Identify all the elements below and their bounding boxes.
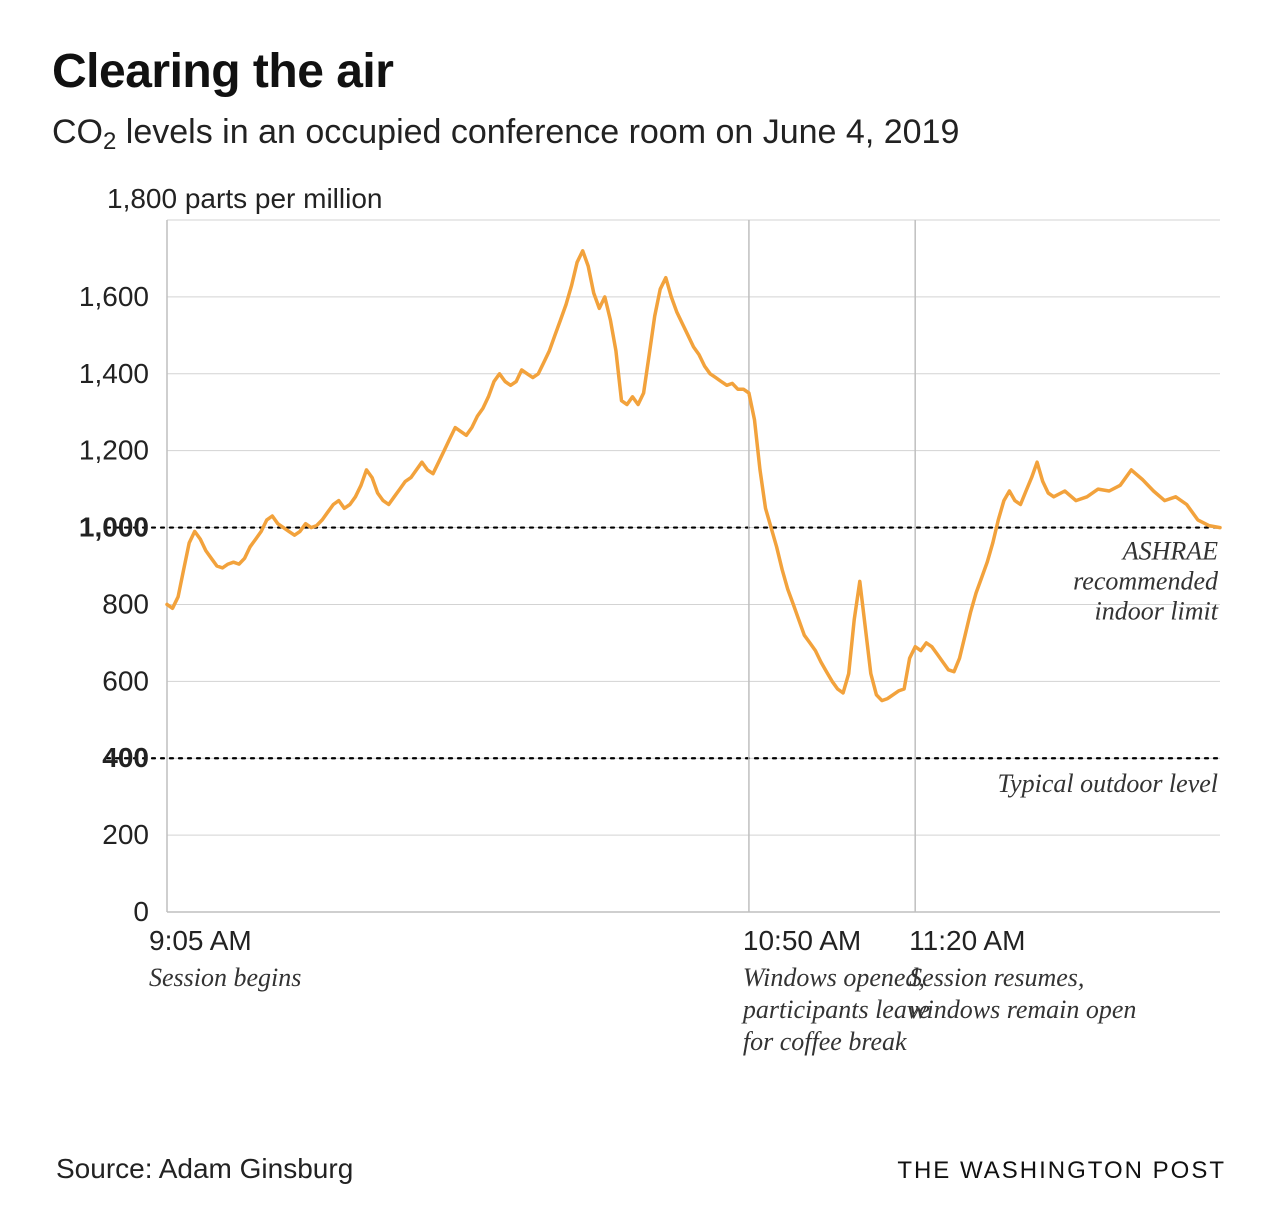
svg-text:participants leave: participants leave — [741, 995, 930, 1024]
svg-text:Windows opened,: Windows opened, — [743, 963, 925, 992]
chart-area: 0 200 400 600 800 1,000 1,200 1,400 1,600 1,800 p… — [52, 182, 1230, 1147]
svg-text:Session resumes,: Session resumes, — [909, 963, 1084, 992]
svg-text:400: 400 — [102, 742, 149, 773]
source-text: Source: Adam Ginsburg — [56, 1153, 353, 1185]
svg-text:recommended: recommended — [1073, 567, 1219, 596]
svg-text:for coffee break: for coffee break — [743, 1027, 907, 1056]
svg-text:1,800 parts per million: 1,800 parts per million — [107, 183, 382, 214]
chart-title: Clearing the air — [52, 44, 1230, 99]
credit-text: THE WASHINGTON POST — [897, 1157, 1226, 1185]
svg-text:1,400: 1,400 — [79, 358, 149, 389]
svg-text:indoor limit: indoor limit — [1094, 597, 1218, 626]
svg-text:Session begins: Session begins — [149, 963, 301, 992]
svg-text:ASHRAE: ASHRAE — [1121, 537, 1218, 566]
svg-text:1,600: 1,600 — [79, 281, 149, 312]
svg-text:10:50 AM: 10:50 AM — [743, 925, 861, 956]
svg-text:windows remain open: windows remain open — [909, 995, 1136, 1024]
svg-text:1,000: 1,000 — [79, 512, 149, 543]
svg-text:800: 800 — [102, 588, 149, 619]
svg-text:9:05 AM: 9:05 AM — [149, 925, 252, 956]
svg-text:Typical outdoor level: Typical outdoor level — [998, 769, 1218, 798]
svg-text:11:20 AM: 11:20 AM — [909, 925, 1025, 956]
co2-line-chart: 0 200 400 600 800 1,000 1,200 1,400 1,600 1,800 p… — [52, 182, 1230, 1142]
svg-text:600: 600 — [102, 665, 149, 696]
svg-text:1,200: 1,200 — [79, 435, 149, 466]
svg-text:200: 200 — [102, 819, 149, 850]
chart-subtitle: CO2 levels in an occupied conference roo… — [52, 113, 1230, 152]
svg-text:0: 0 — [133, 896, 149, 927]
